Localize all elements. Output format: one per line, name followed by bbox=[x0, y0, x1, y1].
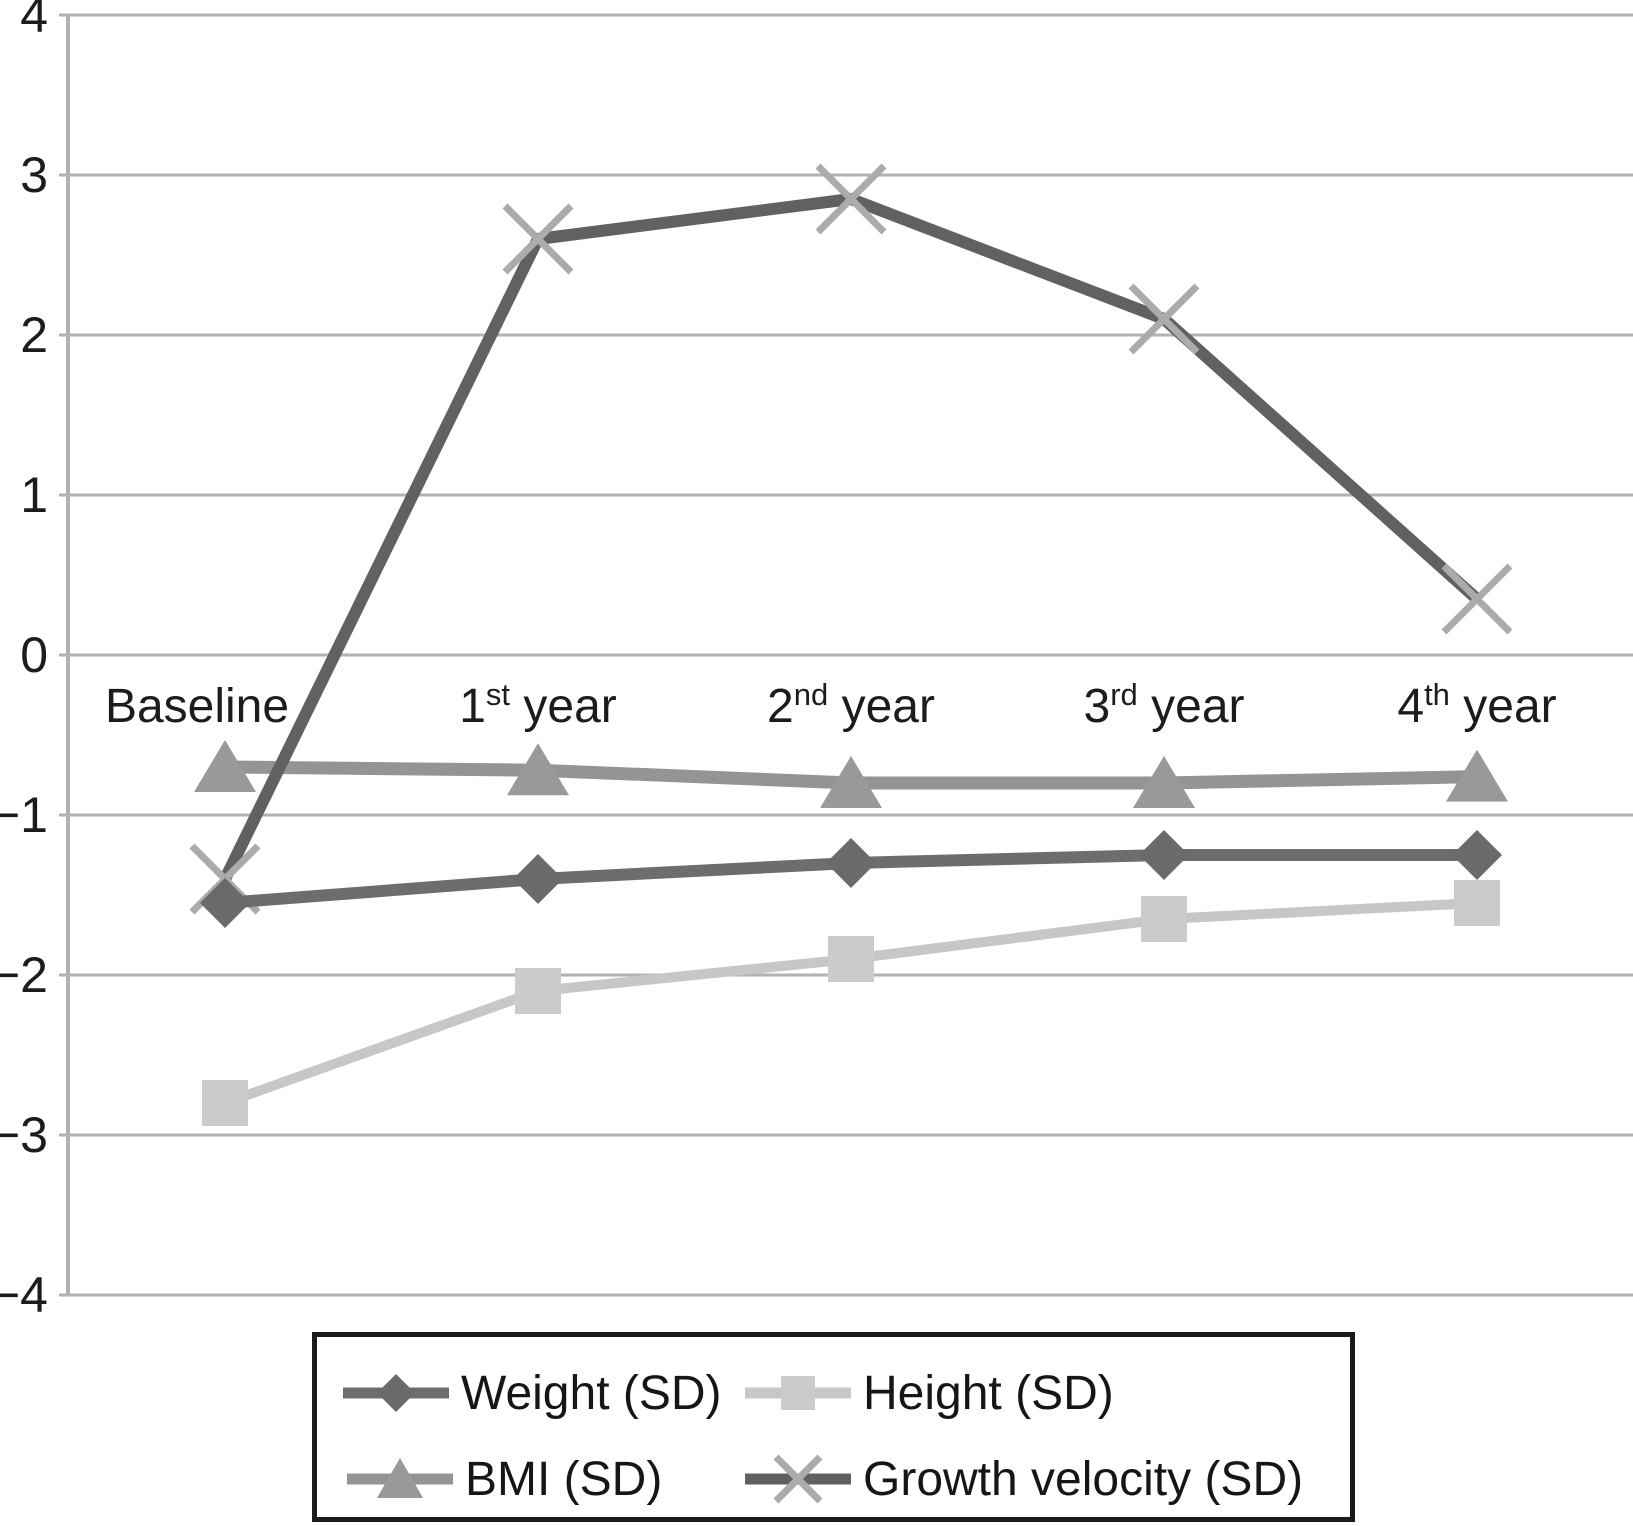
svg-text:4th year: 4th year bbox=[1397, 677, 1556, 733]
svg-text:3rd year: 3rd year bbox=[1084, 677, 1245, 733]
svg-text:2nd year: 2nd year bbox=[767, 677, 935, 733]
legend-item-growth-velocity: Growth velocity (SD) bbox=[743, 1447, 1303, 1511]
chart-legend: Weight (SD) Height (SD) BMI (SD) Growth … bbox=[312, 1332, 1355, 1522]
svg-text:1st year: 1st year bbox=[459, 677, 617, 733]
svg-text:1: 1 bbox=[20, 467, 48, 523]
svg-text:−4: −4 bbox=[0, 1267, 48, 1323]
svg-text:Baseline: Baseline bbox=[105, 680, 289, 733]
height-square-marker-icon bbox=[745, 1376, 851, 1410]
legend-item-bmi: BMI (SD) bbox=[345, 1447, 662, 1511]
legend-label-height: Height (SD) bbox=[863, 1366, 1114, 1420]
svg-text:0: 0 bbox=[20, 627, 48, 683]
svg-text:−2: −2 bbox=[0, 947, 48, 1003]
legend-label-weight: Weight (SD) bbox=[461, 1366, 722, 1420]
svg-text:2: 2 bbox=[20, 307, 48, 363]
growth-velocity-x-marker-icon bbox=[745, 1454, 851, 1504]
legend-item-height: Height (SD) bbox=[743, 1361, 1114, 1425]
legend-label-bmi: BMI (SD) bbox=[465, 1452, 663, 1506]
svg-text:4: 4 bbox=[20, 0, 48, 43]
svg-text:−1: −1 bbox=[0, 787, 48, 843]
svg-text:3: 3 bbox=[20, 147, 48, 203]
bmi-triangle-marker-icon bbox=[347, 1458, 453, 1498]
legend-item-weight: Weight (SD) bbox=[341, 1361, 722, 1425]
weight-diamond-marker-icon bbox=[343, 1374, 449, 1412]
svg-text:−3: −3 bbox=[0, 1107, 48, 1163]
legend-label-growth-velocity: Growth velocity (SD) bbox=[863, 1452, 1304, 1506]
